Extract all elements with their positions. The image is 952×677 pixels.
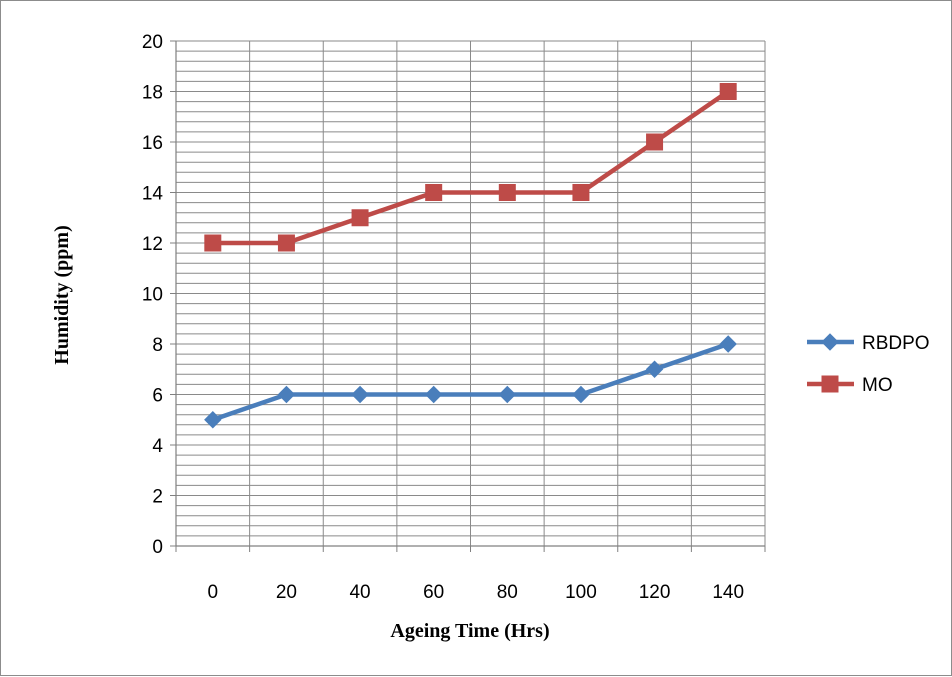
data-point-mo (719, 83, 737, 100)
data-point-mo (425, 184, 443, 201)
series-line-mo (212, 89, 730, 246)
series-lines (204, 83, 737, 429)
data-point-mo (572, 184, 590, 201)
data-point-rbdpo (498, 385, 517, 404)
y-tick-label: 20 (142, 32, 163, 53)
y-tick-labels: 0 2 4 6 8 10 12 14 16 18 20 (142, 32, 164, 558)
x-tick-label: 100 (565, 582, 597, 603)
data-point-rbdpo (572, 385, 590, 404)
y-tick-label: 6 (152, 386, 163, 407)
data-point-rbdpo (719, 335, 737, 353)
axes (170, 40, 766, 552)
series-line-rbdpo (212, 341, 729, 422)
x-tick-label: 80 (497, 582, 518, 603)
y-tick-label: 16 (142, 133, 163, 154)
data-point-mo (646, 133, 664, 151)
y-tick-label: 12 (142, 234, 163, 255)
y-tick-label: 10 (142, 285, 163, 306)
x-tick-label: 20 (276, 582, 297, 603)
data-point-rbdpo (351, 385, 369, 404)
x-tick-label: 140 (712, 582, 744, 603)
gridlines (176, 40, 766, 546)
x-tick-label: 0 (208, 582, 219, 603)
y-tick-label: 8 (152, 335, 163, 356)
data-point-mo (351, 209, 369, 227)
x-tick-label: 60 (423, 582, 444, 603)
x-axis-title: Ageing Time (Hrs) (390, 620, 549, 642)
y-tick-label: 14 (142, 184, 164, 205)
data-point-mo (204, 234, 222, 252)
x-tick-labels: 0 20 40 60 80 100 120 140 (208, 582, 745, 603)
y-tick-label: 2 (152, 487, 163, 508)
legend-marker-mo (821, 375, 839, 393)
legend-label-mo: MO (862, 375, 893, 396)
series-rbdpo (204, 335, 737, 429)
legend-marker-rbdpo (821, 333, 839, 351)
y-tick-label: 0 (152, 537, 163, 558)
data-point-mo (277, 234, 295, 252)
data-point-mo (498, 184, 516, 201)
x-tick-label: 120 (639, 582, 671, 603)
y-tick-label: 4 (152, 436, 163, 457)
legend-item-mo: MO (807, 375, 893, 396)
legend: RBDPO MO (807, 333, 930, 396)
series-mo (204, 83, 737, 252)
legend-label-rbdpo: RBDPO (862, 333, 930, 354)
data-point-rbdpo (204, 411, 222, 429)
x-tick-label: 40 (349, 582, 370, 603)
legend-item-rbdpo: RBDPO (807, 333, 930, 354)
data-point-rbdpo (424, 385, 443, 404)
data-point-rbdpo (645, 360, 664, 378)
data-point-rbdpo (277, 385, 296, 404)
y-axis-title: Humidity (ppm) (51, 225, 73, 364)
y-tick-label: 18 (142, 83, 163, 104)
